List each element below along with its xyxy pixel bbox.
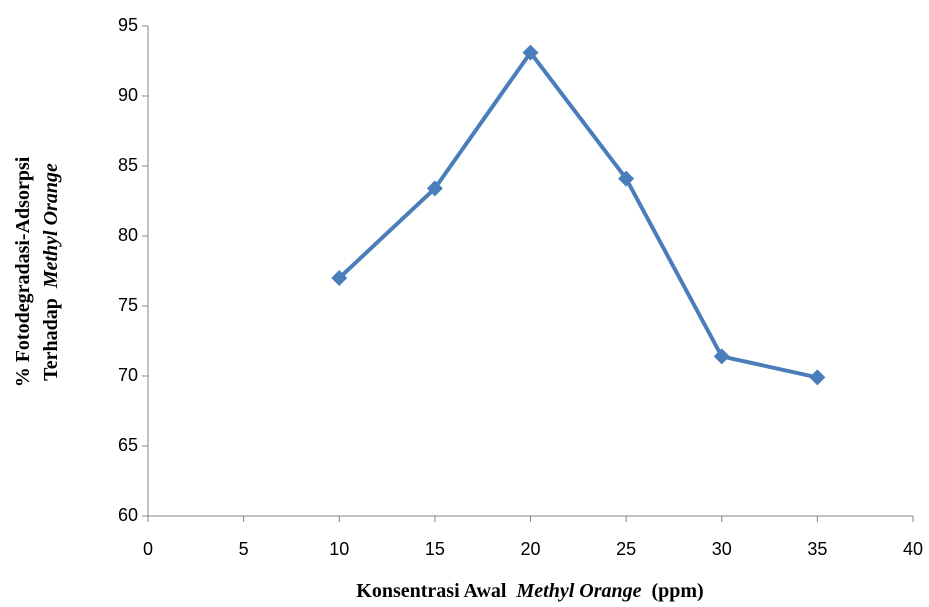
- x-tick-label: 0: [143, 539, 153, 559]
- y-label-part: % Fotodegradasi-Adsorpsi: [12, 156, 34, 387]
- y-tick-label: 75: [118, 295, 138, 315]
- y-tick-label: 70: [118, 365, 138, 385]
- y-tick-label: 65: [118, 435, 138, 455]
- y-tick-label: 60: [118, 505, 138, 525]
- x-tick-label: 15: [425, 539, 445, 559]
- x-tick-label: 20: [520, 539, 540, 559]
- point-marker: [714, 348, 730, 364]
- y-tick-label: 95: [118, 15, 138, 35]
- x-tick-label: 35: [807, 539, 827, 559]
- x-label-part: Methyl Orange: [515, 580, 641, 602]
- x-label-part: (ppm): [651, 580, 703, 602]
- x-label-part: Konsentrasi Awal: [356, 580, 507, 602]
- x-tick-label: 10: [329, 539, 349, 559]
- y-axis-label: % Fotodegradasi-Adsorpsi: [12, 156, 34, 387]
- series-line: [339, 53, 817, 378]
- x-tick-label: 40: [903, 539, 923, 559]
- y-axis-label: Terhadap Methyl Orange: [40, 163, 62, 381]
- y-label-part: Methyl Orange: [40, 163, 62, 289]
- y-tick-label: 85: [118, 155, 138, 175]
- x-tick-label: 25: [616, 539, 636, 559]
- x-axis-label: Konsentrasi Awal Methyl Orange (ppm): [356, 580, 703, 602]
- y-label-part: Terhadap: [40, 298, 62, 381]
- x-tick-label: 5: [239, 539, 249, 559]
- point-marker: [809, 369, 825, 385]
- y-tick-label: 80: [118, 225, 138, 245]
- y-tick-label: 90: [118, 85, 138, 105]
- x-tick-label: 30: [712, 539, 732, 559]
- chart: Konsentrasi Awal Methyl Orange (ppm) % F…: [0, 0, 929, 607]
